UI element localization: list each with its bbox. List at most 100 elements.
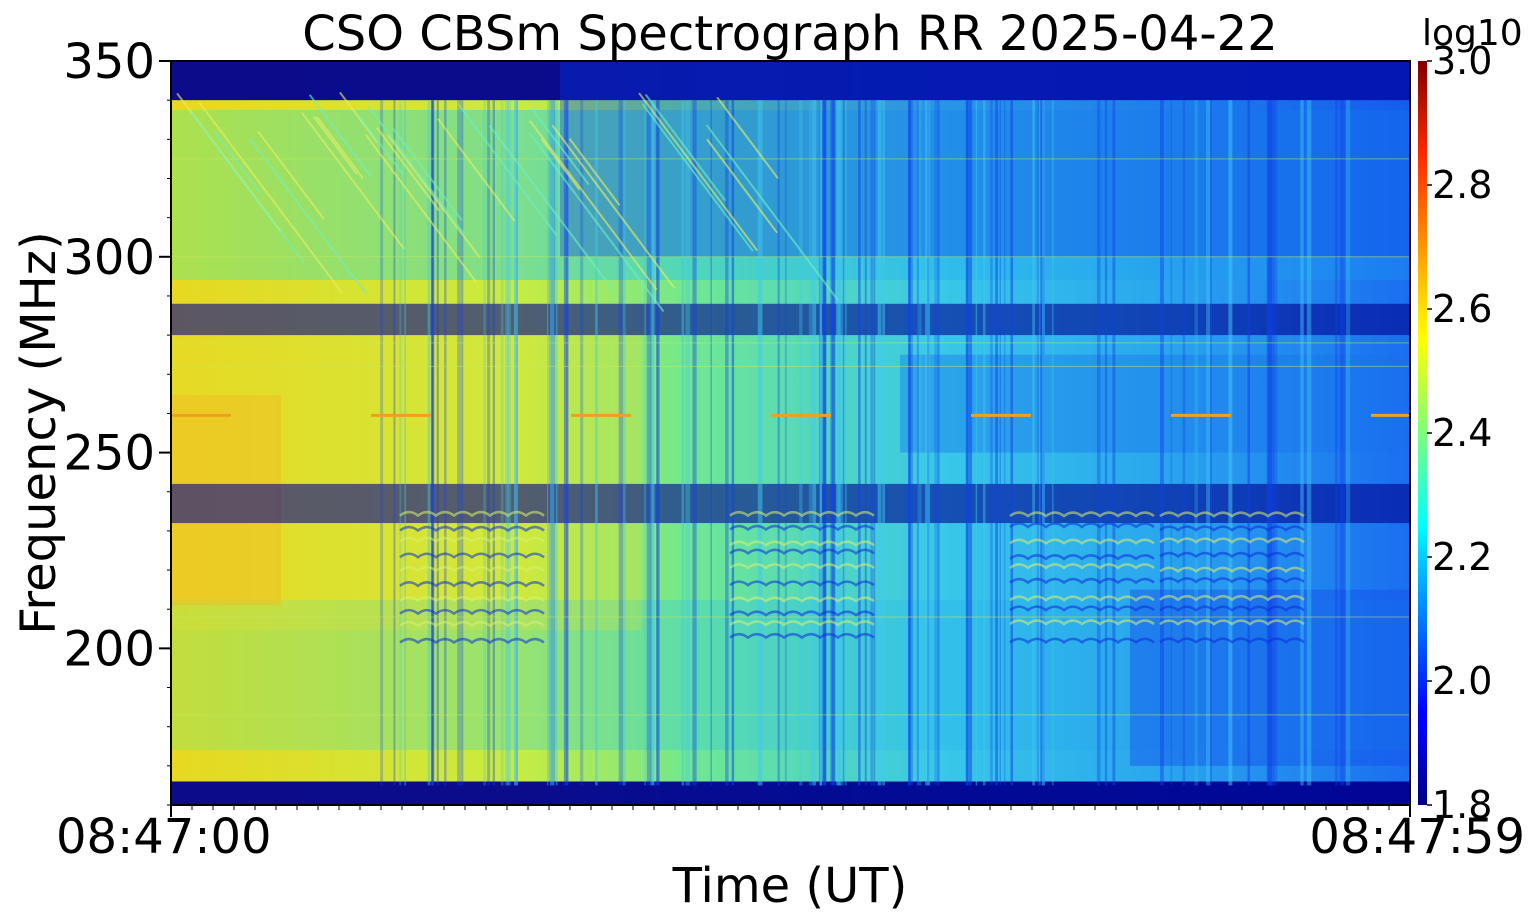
streak — [917, 100, 922, 786]
ripple — [1159, 511, 1305, 518]
streak — [1247, 100, 1251, 786]
colorbar-tick-label: 3.0 — [1432, 39, 1492, 83]
streak — [975, 100, 978, 786]
upper-band-glow — [171, 110, 1410, 280]
ripple — [1159, 637, 1305, 644]
streak — [556, 100, 558, 786]
streak — [436, 100, 439, 786]
ripple — [1009, 595, 1155, 602]
x-axis-label: Time (UT) — [672, 858, 908, 914]
streak — [710, 100, 712, 786]
drift-burst — [367, 105, 466, 236]
streak — [500, 100, 504, 786]
streak — [1032, 100, 1035, 786]
ripple — [1009, 538, 1155, 545]
y-tick-label: 300 — [63, 230, 155, 286]
streak — [757, 100, 763, 786]
drift-burst — [316, 116, 364, 179]
ripple — [729, 510, 875, 518]
ripple — [1159, 566, 1305, 573]
streak — [487, 100, 491, 786]
streak — [1004, 100, 1006, 786]
streak — [934, 100, 936, 786]
streak — [1345, 100, 1351, 786]
ripple — [1159, 537, 1305, 544]
streak — [1042, 100, 1045, 786]
streak — [965, 100, 969, 786]
drift-burst — [641, 103, 754, 252]
drift-burst — [190, 112, 305, 264]
ripple — [1159, 594, 1305, 602]
streak — [995, 100, 998, 786]
ripple — [1159, 605, 1305, 612]
ripple — [1009, 577, 1155, 585]
drift-burst — [391, 126, 463, 222]
ripple — [399, 552, 545, 559]
ripple-features — [399, 510, 1305, 645]
streak — [1266, 100, 1272, 786]
streak — [430, 100, 434, 786]
streak — [1051, 100, 1054, 786]
streak — [784, 100, 787, 786]
streak — [908, 100, 911, 786]
drift-burst — [301, 112, 405, 250]
streak — [427, 100, 431, 786]
drift-burst — [706, 138, 778, 234]
streak — [777, 100, 780, 786]
streak — [936, 100, 940, 786]
streak — [618, 100, 624, 786]
drift-burst — [568, 138, 621, 206]
ripple — [1009, 563, 1155, 570]
streak — [877, 100, 882, 786]
streak — [838, 100, 844, 786]
streak — [566, 100, 569, 786]
streak — [1306, 100, 1312, 786]
ripple — [1009, 619, 1155, 626]
streak — [644, 100, 647, 786]
ripple — [1159, 577, 1305, 584]
streak — [505, 100, 510, 786]
ripple — [399, 566, 545, 573]
streak — [874, 100, 876, 786]
ripple — [1009, 522, 1155, 529]
ripple — [399, 620, 545, 628]
ripple — [399, 510, 545, 518]
streak — [1170, 100, 1173, 786]
colorbar-tick-label: 2.0 — [1432, 659, 1492, 703]
streak — [823, 100, 827, 786]
streak — [844, 100, 847, 786]
lower-band-glow — [171, 600, 1410, 750]
horizontal-lines — [171, 158, 1410, 716]
streak — [1010, 100, 1013, 786]
frequency-band — [171, 781, 1410, 805]
x-axis-ticks: 08:47:00 08:47:59 — [56, 805, 1525, 865]
ripple — [729, 540, 875, 547]
drift-burst — [198, 101, 344, 294]
streak — [380, 100, 384, 786]
streak — [1274, 100, 1278, 786]
colorbar-tick-label: 1.8 — [1432, 783, 1492, 827]
y-axis-label: Frequency (MHz) — [11, 231, 67, 634]
drift-burst — [436, 118, 516, 222]
spectrogram-plot-area — [171, 61, 1410, 805]
ripple — [729, 620, 875, 627]
streak — [507, 100, 512, 786]
streak — [1210, 100, 1212, 786]
frequency-band — [900, 354, 1410, 453]
drift-burst — [387, 134, 481, 259]
drift-burst — [528, 131, 665, 313]
colorbar-tick-label: 2.6 — [1432, 287, 1492, 331]
drift-burst — [638, 92, 758, 252]
streak — [580, 100, 584, 786]
streak — [1228, 100, 1233, 786]
streak — [1112, 100, 1116, 786]
streak — [1335, 100, 1338, 786]
streak — [681, 100, 685, 786]
streak — [656, 100, 660, 786]
streak — [1300, 100, 1304, 786]
drift-burst — [339, 91, 379, 144]
streak — [563, 100, 568, 786]
streak — [808, 100, 813, 786]
streak — [1038, 100, 1041, 786]
streak — [1341, 100, 1346, 786]
